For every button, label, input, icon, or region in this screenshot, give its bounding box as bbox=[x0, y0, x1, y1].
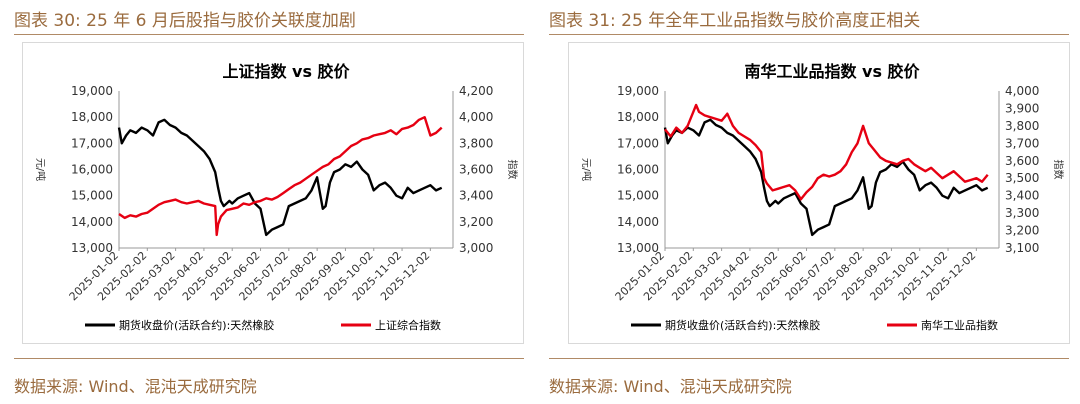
y-tick-right-label: 3,500 bbox=[1005, 171, 1039, 185]
y-tick-left-label: 19,000 bbox=[71, 84, 113, 98]
figure-title: 图表 30: 25 年 6 月后股指与胶价关联度加剧 bbox=[14, 11, 356, 31]
y-tick-left-label: 18,000 bbox=[71, 110, 113, 124]
y-tick-right-label: 3,300 bbox=[1005, 206, 1039, 220]
series-line-0 bbox=[663, 118, 989, 237]
chart-title: 南华工业品指数 vs 胶价 bbox=[744, 62, 920, 81]
chart-panel-nanhua-vs-rubber: 南华工业品指数 vs 胶价 13,000 14,000 15,000 16,000 17,… bbox=[568, 42, 1070, 344]
y-tick-right-label: 3,200 bbox=[1005, 224, 1039, 238]
y-tick-left-label: 19,000 bbox=[617, 84, 659, 98]
y-tick-right-label: 3,000 bbox=[459, 241, 493, 255]
y-tick-left-label: 16,000 bbox=[71, 163, 113, 177]
y-axis-right-label: 指数 bbox=[1052, 160, 1065, 180]
y-axis-left-label: 元/吨 bbox=[34, 158, 47, 181]
y-axis-right-label: 指数 bbox=[506, 160, 519, 180]
y-tick-left-label: 15,000 bbox=[71, 189, 113, 203]
y-tick-left-label: 17,000 bbox=[71, 136, 113, 150]
y-tick-left-label: 13,000 bbox=[71, 241, 113, 255]
y-tick-right-label: 3,400 bbox=[459, 189, 493, 203]
legend-label: 南华工业品指数 bbox=[921, 318, 998, 332]
series-line-1 bbox=[664, 103, 989, 201]
y-tick-left-label: 18,000 bbox=[617, 110, 659, 124]
source-note: 数据来源: Wind、混沌天成研究院 bbox=[549, 377, 792, 396]
y-tick-right-label: 4,000 bbox=[1005, 84, 1039, 98]
y-tick-left-label: 14,000 bbox=[617, 215, 659, 229]
y-tick-right-label: 3,700 bbox=[1005, 136, 1039, 150]
y-tick-left-label: 13,000 bbox=[617, 241, 659, 255]
source-divider bbox=[549, 358, 1069, 359]
y-tick-right-label: 3,100 bbox=[1005, 241, 1039, 255]
legend-label: 期货收盘价(活跃合约):天然橡胶 bbox=[119, 318, 274, 332]
y-tick-right-label: 3,800 bbox=[459, 136, 493, 150]
chart-svg: 上证指数 vs 胶价 13,000 14,000 15,000 16,000 17,000… bbox=[34, 62, 519, 332]
chart-svg: 南华工业品指数 vs 胶价 13,000 14,000 15,000 16,000 17,… bbox=[580, 62, 1065, 332]
y-tick-right-label: 3,900 bbox=[1005, 101, 1039, 115]
series-line-0 bbox=[117, 118, 443, 237]
figure-title: 图表 31: 25 年全年工业品指数与胶价高度正相关 bbox=[549, 11, 921, 31]
source-divider bbox=[14, 358, 524, 359]
y-axis-left-label: 元/吨 bbox=[580, 158, 593, 181]
chart-title: 上证指数 vs 胶价 bbox=[222, 62, 350, 81]
y-tick-right-label: 4,000 bbox=[459, 110, 493, 124]
legend-label: 上证综合指数 bbox=[375, 318, 441, 332]
y-tick-right-label: 3,200 bbox=[459, 215, 493, 229]
y-tick-right-label: 3,600 bbox=[459, 163, 493, 177]
y-tick-right-label: 3,800 bbox=[1005, 119, 1039, 133]
source-note: 数据来源: Wind、混沌天成研究院 bbox=[14, 377, 257, 396]
y-tick-right-label: 4,200 bbox=[459, 84, 493, 98]
chart-panel-sse-vs-rubber: 上证指数 vs 胶价 13,000 14,000 15,000 16,000 17,000… bbox=[22, 42, 524, 344]
y-tick-right-label: 3,400 bbox=[1005, 189, 1039, 203]
title-divider bbox=[549, 34, 1069, 35]
y-tick-left-label: 17,000 bbox=[617, 136, 659, 150]
y-tick-left-label: 16,000 bbox=[617, 163, 659, 177]
title-divider bbox=[14, 34, 524, 35]
y-tick-left-label: 14,000 bbox=[71, 215, 113, 229]
y-tick-left-label: 15,000 bbox=[617, 189, 659, 203]
legend-label: 期货收盘价(活跃合约):天然橡胶 bbox=[665, 318, 820, 332]
y-tick-right-label: 3,600 bbox=[1005, 154, 1039, 168]
series-line-1 bbox=[118, 115, 443, 237]
